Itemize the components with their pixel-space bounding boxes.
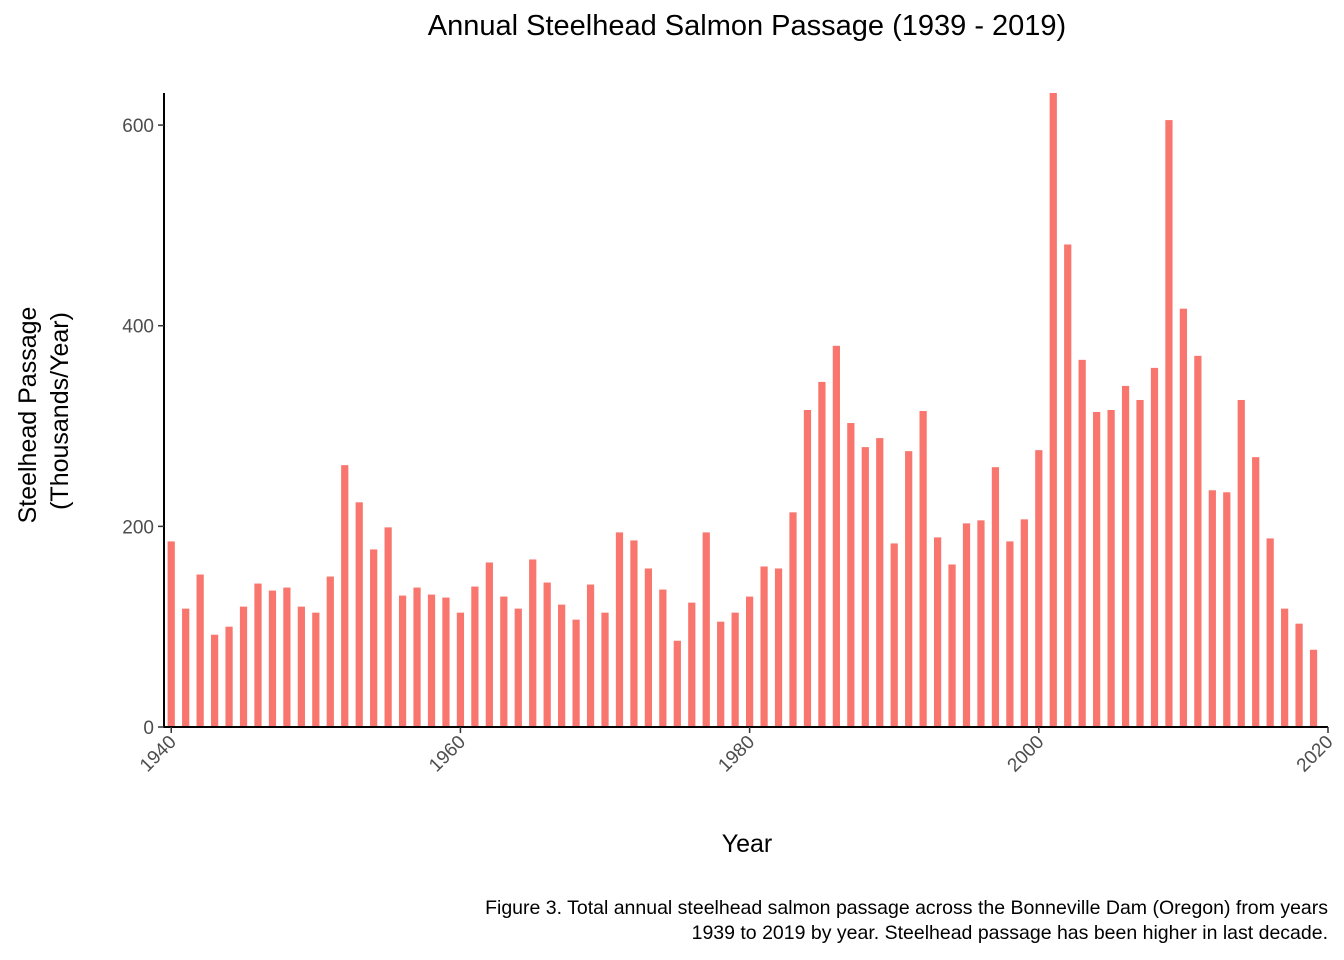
bar-1998 [1006, 541, 1014, 727]
bar-1958 [427, 594, 436, 727]
bar-2002 [1064, 244, 1072, 728]
bar-1990 [890, 543, 898, 727]
bar-1978 [717, 621, 725, 727]
bar-1999 [1020, 519, 1028, 727]
x-tick-label-1980: 1980 [714, 732, 759, 777]
bar-1991 [905, 451, 913, 727]
bar-1957 [413, 587, 421, 727]
caption-line-1: Figure 3. Total annual steelhead salmon … [485, 897, 1328, 919]
bar-2011 [1194, 355, 1202, 727]
bar-1995 [962, 523, 971, 727]
bar-1946 [254, 583, 262, 727]
bar-2016 [1266, 538, 1274, 727]
y-axis-title-line2: (Thousands/Year) [46, 312, 74, 510]
bar-2012 [1208, 490, 1216, 727]
bar-1953 [355, 502, 363, 727]
bar-1984 [803, 410, 812, 727]
bar-2007 [1136, 399, 1144, 727]
bar-1996 [977, 520, 985, 727]
bar-1987 [847, 423, 855, 727]
bar-1959 [442, 597, 450, 727]
y-tick-label-200: 200 [122, 517, 154, 538]
bar-2010 [1179, 308, 1188, 727]
bar-1963 [500, 596, 508, 727]
bar-1975 [673, 640, 681, 727]
bar-1981 [760, 566, 768, 727]
bar-1992 [919, 411, 927, 727]
bar-1993 [933, 537, 942, 727]
bar-1970 [601, 612, 609, 727]
bar-2008 [1150, 367, 1159, 727]
bar-1965 [529, 559, 537, 727]
bar-1982 [774, 568, 783, 727]
bar-2018 [1295, 623, 1303, 727]
bar-2009 [1165, 120, 1173, 728]
bar-1977 [702, 532, 710, 727]
bar-1948 [283, 587, 291, 727]
bar-1973 [644, 568, 653, 727]
bar-1976 [688, 602, 696, 727]
bar-2015 [1252, 457, 1260, 727]
bar-2006 [1121, 385, 1130, 727]
bar-1994 [948, 564, 956, 727]
bar-1956 [398, 595, 407, 727]
bar-2000 [1035, 450, 1043, 727]
bar-2001 [1049, 93, 1057, 727]
y-ticks-group: 0 200 400 600 [122, 116, 164, 739]
bar-1949 [297, 606, 305, 727]
x-ticks-group: 1940 1960 1980 2000 2020 [136, 727, 1338, 776]
bar-1971 [615, 532, 624, 727]
bar-1940 [167, 541, 175, 727]
bar-1986 [832, 345, 840, 727]
bar-1966 [543, 582, 551, 727]
bar-1980 [746, 596, 754, 727]
bar-1955 [384, 527, 392, 727]
bar-1962 [485, 562, 493, 727]
bar-2004 [1093, 412, 1101, 727]
bar-1972 [630, 540, 638, 727]
bar-1954 [370, 549, 378, 727]
x-axis-title: Year [722, 830, 773, 858]
bar-1969 [586, 584, 595, 727]
bar-1968 [572, 619, 580, 727]
bar-1952 [341, 465, 349, 727]
bar-1960 [456, 612, 465, 727]
bar-2019 [1309, 649, 1318, 727]
x-tick-label-2000: 2000 [1004, 732, 1049, 777]
bar-1947 [268, 590, 277, 727]
bar-1951 [326, 576, 334, 727]
bar-2003 [1078, 359, 1086, 727]
bar-2017 [1281, 608, 1289, 727]
bar-1943 [210, 634, 219, 727]
y-tick-label-600: 600 [122, 116, 154, 137]
bar-2013 [1223, 492, 1231, 727]
bar-1988 [861, 447, 869, 727]
bar-1961 [471, 586, 479, 727]
bar-1983 [789, 512, 797, 727]
bars-group [167, 93, 1318, 728]
bar-1942 [196, 574, 204, 727]
bar-1945 [239, 606, 248, 727]
bar-1941 [182, 608, 190, 727]
y-tick-label-0: 0 [143, 718, 154, 739]
y-axis-title-line1: Steelhead Passage [14, 307, 42, 524]
x-tick-label-2020: 2020 [1293, 732, 1338, 777]
bar-1967 [558, 604, 566, 727]
y-tick-label-400: 400 [122, 317, 154, 338]
bar-2014 [1237, 399, 1245, 727]
bar-1974 [659, 589, 667, 727]
bar-2005 [1107, 410, 1115, 727]
bar-1979 [731, 612, 739, 727]
bar-1989 [876, 438, 884, 727]
figure-caption: Figure 3. Total annual steelhead salmon … [228, 896, 1328, 946]
bar-1997 [991, 467, 1000, 727]
x-tick-label-1960: 1960 [425, 732, 470, 777]
caption-line-2: 1939 to 2019 by year. Steelhead passage … [691, 922, 1328, 944]
bar-1944 [225, 626, 233, 727]
bar-1950 [312, 612, 320, 727]
bar-1964 [514, 608, 522, 727]
chart-title: Annual Steelhead Salmon Passage (1939 - … [427, 10, 1067, 42]
bar-1985 [818, 381, 826, 727]
